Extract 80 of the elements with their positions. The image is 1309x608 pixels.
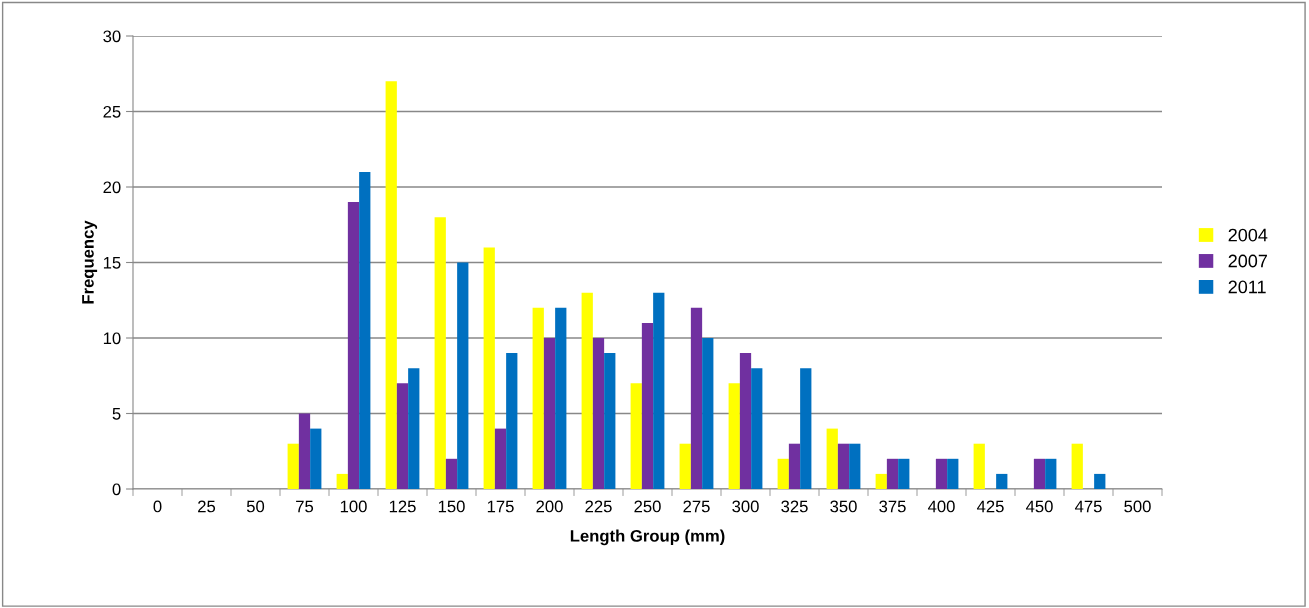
bar xyxy=(702,338,714,489)
bar xyxy=(935,458,948,489)
y-tick-label: 0 xyxy=(112,483,121,496)
x-tick-label: 400 xyxy=(927,500,955,513)
bar xyxy=(408,368,420,489)
x-tick-label: 75 xyxy=(296,500,314,513)
legend-label: 2007 xyxy=(1228,254,1267,268)
y-tick-label: 10 xyxy=(103,332,121,345)
x-tick-label: 375 xyxy=(879,500,906,513)
bar xyxy=(445,458,458,489)
x-tick-label: 300 xyxy=(732,500,759,513)
x-tick-label: 325 xyxy=(781,500,808,513)
bar xyxy=(532,307,544,489)
bar xyxy=(739,353,752,489)
x-tick-label: 150 xyxy=(438,500,465,513)
bar xyxy=(837,443,850,489)
x-tick-label: 475 xyxy=(1074,500,1102,513)
x-tick-label: 200 xyxy=(536,500,563,513)
bar xyxy=(653,292,665,489)
x-tick-label: 100 xyxy=(340,500,367,513)
x-tick-label: 450 xyxy=(1025,500,1053,513)
bar xyxy=(592,338,605,489)
bar xyxy=(543,338,556,489)
bar xyxy=(298,413,311,489)
y-tick-label: 25 xyxy=(103,105,121,118)
bar xyxy=(973,443,985,489)
bar xyxy=(898,458,910,489)
bar xyxy=(996,473,1008,489)
y-tick-label: 30 xyxy=(103,30,121,43)
x-tick-label: 25 xyxy=(198,500,216,513)
x-tick-label: 125 xyxy=(389,500,416,513)
x-tick-label: 425 xyxy=(976,500,1004,513)
bar xyxy=(494,428,507,489)
bar xyxy=(604,353,616,489)
x-tick-label: 350 xyxy=(830,500,857,513)
bar xyxy=(336,473,348,489)
x-tick-label: 0 xyxy=(153,500,162,513)
y-tick-label: 20 xyxy=(103,181,121,194)
bar xyxy=(641,322,654,489)
x-tick-label: 250 xyxy=(634,500,661,513)
bar xyxy=(506,353,518,489)
bar xyxy=(396,383,409,489)
bar xyxy=(483,247,495,489)
bar xyxy=(581,292,593,489)
bar xyxy=(1094,473,1106,489)
bar xyxy=(359,171,371,489)
bar xyxy=(310,428,322,489)
x-tick-label: 225 xyxy=(585,500,612,513)
bar xyxy=(875,473,887,489)
x-tick-label: 175 xyxy=(487,500,514,513)
x-tick-label: 500 xyxy=(1124,500,1151,513)
bar xyxy=(457,262,469,489)
bar xyxy=(1045,458,1057,489)
y-tick-label: 15 xyxy=(103,257,121,269)
bar xyxy=(555,307,567,489)
y-axis-title: Frequency xyxy=(82,220,98,304)
bar xyxy=(690,307,703,489)
bar xyxy=(751,368,763,489)
bar xyxy=(1071,443,1083,489)
legend-label: 2004 xyxy=(1228,228,1268,242)
bar xyxy=(434,217,446,489)
y-tick-label: 5 xyxy=(112,408,121,420)
bar xyxy=(788,443,801,489)
bar xyxy=(347,202,360,489)
x-tick-label: 50 xyxy=(246,500,265,513)
bar xyxy=(679,443,691,489)
bar xyxy=(947,458,959,489)
bar xyxy=(849,443,861,489)
legend-label: 2011 xyxy=(1228,280,1266,294)
bar xyxy=(886,458,899,489)
bar xyxy=(728,383,740,489)
bar xyxy=(287,443,299,489)
bar xyxy=(826,428,838,489)
x-axis-title: Length Group (mm) xyxy=(570,529,725,546)
bar xyxy=(630,383,642,489)
bar xyxy=(385,81,397,489)
x-tick-label: 275 xyxy=(683,500,710,513)
bar xyxy=(800,368,812,489)
bar xyxy=(777,458,789,489)
bar xyxy=(1033,458,1046,489)
